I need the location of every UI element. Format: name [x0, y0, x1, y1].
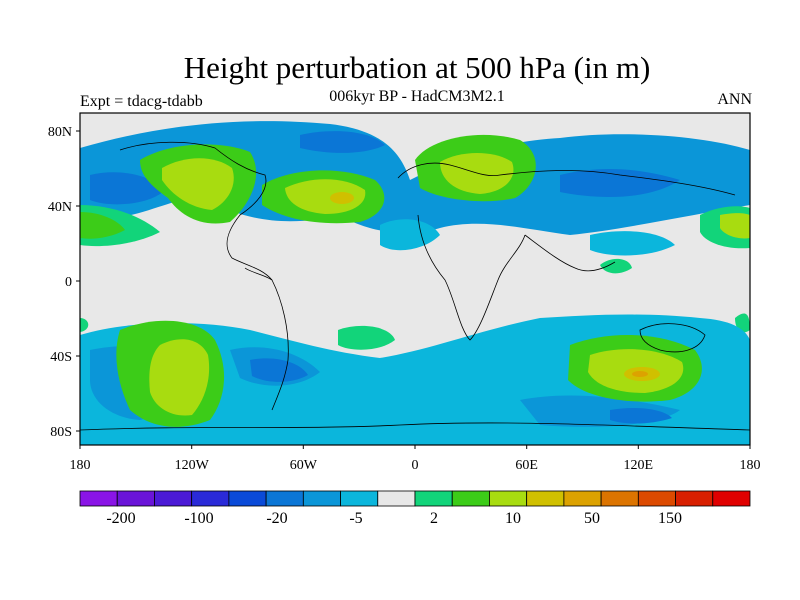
colorbar-swatch — [414, 490, 453, 507]
colorbar-swatch — [228, 490, 267, 507]
field-region-pac-west-mid — [80, 212, 125, 239]
colorbar-tick-label: 150 — [658, 510, 682, 527]
field-region-eu-high — [440, 153, 514, 194]
colorbar-swatch — [340, 490, 379, 507]
map-subtitle: 006kyr BP - HadCM3M2.1 — [329, 88, 505, 105]
colorbar-swatch — [154, 490, 193, 507]
colorbar-swatch — [600, 490, 639, 507]
lon-label: 120E — [624, 458, 654, 473]
colorbar-swatch — [377, 490, 416, 507]
height-field — [80, 113, 750, 445]
colorbar-swatch — [116, 490, 155, 507]
colorbar-tick-label: 50 — [584, 510, 600, 527]
lon-label: 60W — [290, 458, 318, 473]
colorbar-swatch — [302, 490, 341, 507]
lon-label: 120W — [175, 458, 210, 473]
field-region-sa-pos — [338, 325, 395, 350]
lat-label: 40S — [50, 350, 72, 365]
field-region-pac-east-high — [720, 213, 750, 239]
field-region-atl-high — [285, 179, 366, 214]
colorbar-tick-label: -20 — [266, 510, 287, 527]
colorbar-swatch — [489, 490, 528, 507]
colorbar — [79, 490, 751, 507]
lat-label: 40N — [48, 200, 72, 215]
colorbar-swatch — [637, 490, 676, 507]
colorbar-swatch — [563, 490, 602, 507]
colorbar-swatch — [265, 490, 304, 507]
colorbar-swatch — [526, 490, 565, 507]
lon-label: 60E — [515, 458, 538, 473]
field-region-na-high — [162, 158, 234, 210]
coastlines — [80, 141, 750, 431]
lon-label: 180 — [70, 458, 91, 473]
field-region-so-neg-mid — [90, 345, 680, 427]
field-region-atl-peak — [330, 192, 354, 204]
colorbar-labels: -200 -100 -20 -5 2 10 50 150 — [106, 510, 682, 527]
colorbar-tick-label: 2 — [430, 510, 438, 527]
longitude-axis: 180 120W 60W 0 60E 120E 180 — [70, 445, 761, 473]
colorbar-swatch — [451, 490, 490, 507]
colorbar-tick-label: -100 — [184, 510, 213, 527]
field-region-arctic-deep — [90, 131, 680, 205]
field-region-subtrop-neg — [380, 219, 675, 256]
field-region-sp-high — [149, 339, 210, 416]
colorbar-tick-label: 10 — [505, 510, 521, 527]
colorbar-tick-label: -5 — [349, 510, 362, 527]
colorbar-swatch — [712, 490, 751, 507]
season-label: ANN — [717, 91, 752, 108]
latitude-axis: 80N 40N 0 40S 80S — [48, 125, 80, 440]
experiment-label: Expt = tdacg-tdabb — [80, 93, 203, 110]
map-title: Height perturbation at 500 hPa (in m) — [183, 50, 651, 85]
colorbar-swatch — [79, 490, 118, 507]
field-region-arctic-neg — [80, 121, 750, 235]
lon-label: 0 — [412, 458, 419, 473]
lon-label: 180 — [740, 458, 761, 473]
field-region-si-top — [632, 371, 648, 377]
lat-label: 0 — [65, 275, 72, 290]
lat-label: 80N — [48, 125, 72, 140]
colorbar-swatch — [675, 490, 714, 507]
field-region-so-neg-deep — [250, 358, 672, 424]
colorbar-tick-label: -200 — [106, 510, 135, 527]
lat-label: 80S — [50, 425, 72, 440]
colorbar-swatch — [191, 490, 230, 507]
